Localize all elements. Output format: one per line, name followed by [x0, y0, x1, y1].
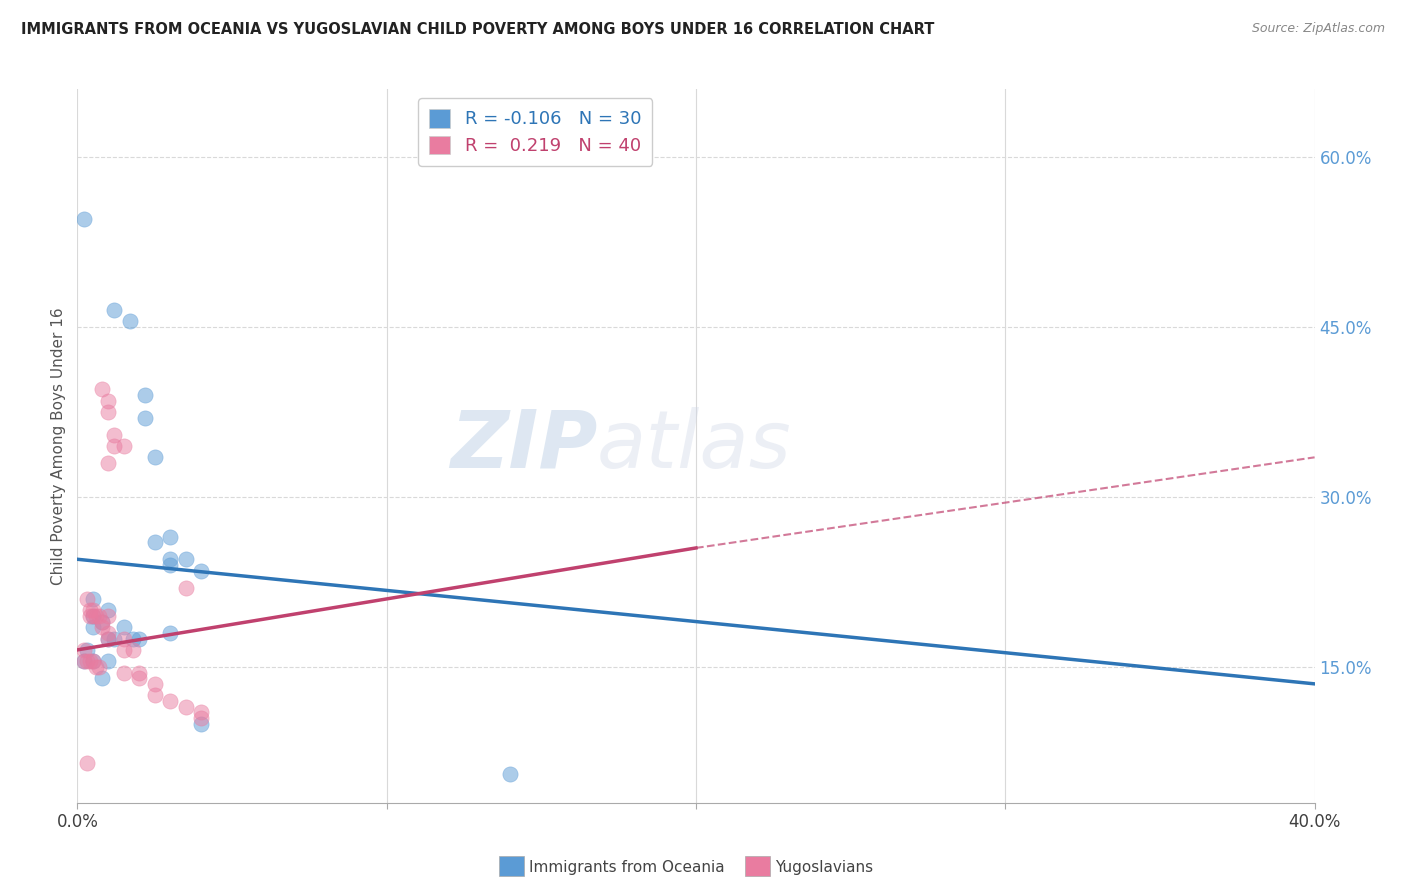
Point: [118, 314, 141, 328]
Point: [79, 603, 101, 617]
Point: [112, 439, 135, 453]
Point: [128, 665, 150, 680]
Text: Yugoslavians: Yugoslavians: [775, 860, 873, 874]
Point: [84, 608, 107, 623]
Point: [79, 608, 101, 623]
Point: [159, 626, 181, 640]
Point: [103, 303, 125, 318]
Point: [97, 608, 120, 623]
Point: [134, 410, 156, 425]
Point: [143, 677, 166, 691]
Point: [91, 620, 114, 634]
Point: [91, 615, 114, 629]
Point: [112, 643, 135, 657]
Point: [143, 688, 166, 702]
Point: [190, 564, 212, 578]
Point: [112, 632, 135, 646]
Point: [72, 654, 94, 668]
Y-axis label: Child Poverty Among Boys Under 16: Child Poverty Among Boys Under 16: [51, 307, 66, 585]
Point: [79, 654, 101, 668]
Point: [76, 756, 98, 771]
Point: [76, 591, 98, 606]
Point: [122, 632, 145, 646]
Point: [91, 383, 114, 397]
Point: [97, 405, 120, 419]
Point: [103, 427, 125, 442]
Point: [112, 665, 135, 680]
Legend: R = -0.106   N = 30, R =  0.219   N = 40: R = -0.106 N = 30, R = 0.219 N = 40: [418, 98, 652, 166]
Point: [128, 671, 150, 685]
Point: [143, 450, 166, 465]
Point: [97, 603, 120, 617]
Point: [159, 530, 181, 544]
Point: [97, 654, 120, 668]
Point: [82, 603, 104, 617]
Point: [190, 716, 212, 731]
Point: [134, 388, 156, 402]
Point: [112, 620, 135, 634]
Point: [190, 711, 212, 725]
Point: [499, 767, 522, 781]
Point: [190, 705, 212, 719]
Point: [143, 535, 166, 549]
Point: [82, 654, 104, 668]
Point: [84, 660, 107, 674]
Point: [72, 643, 94, 657]
Point: [103, 632, 125, 646]
Point: [82, 654, 104, 668]
Text: Immigrants from Oceania: Immigrants from Oceania: [529, 860, 724, 874]
Point: [159, 694, 181, 708]
Point: [159, 552, 181, 566]
Point: [97, 456, 120, 470]
Point: [97, 626, 120, 640]
Point: [76, 643, 98, 657]
Text: Source: ZipAtlas.com: Source: ZipAtlas.com: [1251, 22, 1385, 36]
Point: [97, 393, 120, 408]
Point: [103, 439, 125, 453]
Point: [122, 643, 145, 657]
Point: [72, 654, 94, 668]
Point: [91, 615, 114, 629]
Point: [91, 671, 114, 685]
Point: [97, 632, 120, 646]
Point: [97, 632, 120, 646]
Point: [82, 620, 104, 634]
Text: IMMIGRANTS FROM OCEANIA VS YUGOSLAVIAN CHILD POVERTY AMONG BOYS UNDER 16 CORRELA: IMMIGRANTS FROM OCEANIA VS YUGOSLAVIAN C…: [21, 22, 935, 37]
Point: [174, 552, 197, 566]
Text: atlas: atlas: [598, 407, 792, 485]
Point: [87, 608, 110, 623]
Point: [82, 608, 104, 623]
Point: [174, 581, 197, 595]
Text: ZIP: ZIP: [450, 407, 598, 485]
Point: [159, 558, 181, 572]
Point: [87, 660, 110, 674]
Point: [82, 608, 104, 623]
Point: [128, 632, 150, 646]
Point: [72, 212, 94, 227]
Point: [82, 591, 104, 606]
Point: [76, 654, 98, 668]
Point: [174, 699, 197, 714]
